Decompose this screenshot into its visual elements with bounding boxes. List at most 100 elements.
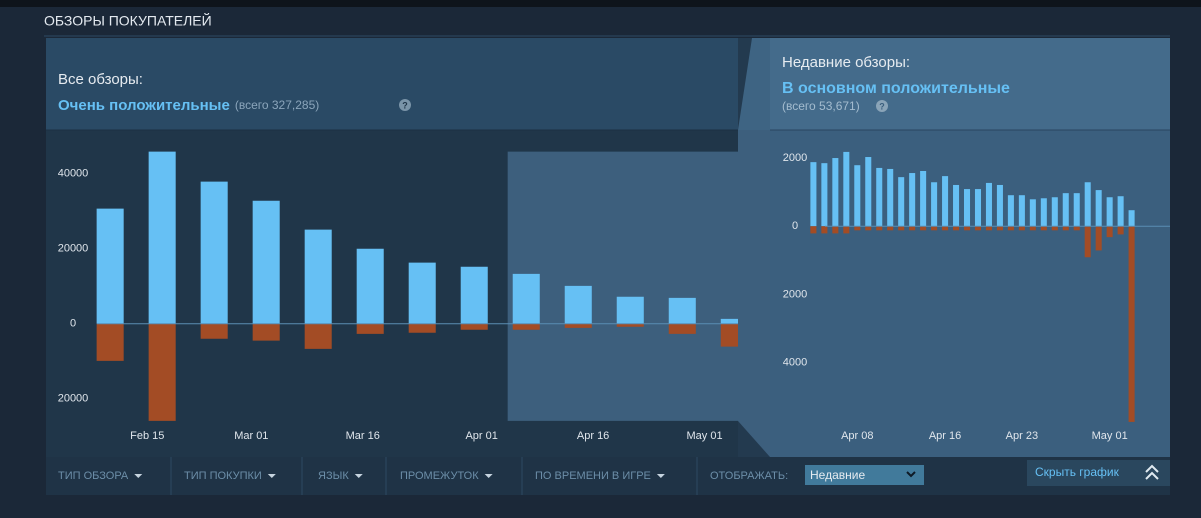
bar [1106,197,1113,227]
x-tick-label: Apr 16 [929,430,961,442]
bar [974,189,982,227]
bar [1051,226,1058,231]
filter-label: ТИП ОБЗОРА [58,470,129,482]
bar [876,226,883,231]
bar [942,226,949,231]
bar [616,323,644,327]
bar [460,323,488,330]
bar [963,226,971,231]
y-tick-label: 0 [70,318,76,330]
filter-arrow [267,474,276,478]
y-tick-label: 20000 [58,393,89,405]
bar [200,323,228,339]
filter-arrow [134,474,143,478]
y-tick-label: 4000 [783,356,807,368]
bar [1062,226,1069,231]
bar [148,323,176,421]
bar [356,323,384,334]
bar [843,226,850,234]
x-tick-label: Apr 08 [841,430,873,442]
bar [1128,226,1135,422]
bar [1051,197,1058,227]
bar [1084,182,1091,227]
y-tick-label: 0 [792,220,798,232]
bar [96,208,124,324]
y-tick-label: 20000 [58,243,89,255]
bar [1128,210,1135,227]
all-summary [46,38,738,130]
y-tick-label: 2000 [783,152,807,164]
bar [1018,195,1025,227]
bar [810,226,817,234]
y-tick-label: 40000 [58,168,89,180]
total: (всего 327,285) [235,98,319,112]
rating: Очень положительные [58,97,230,114]
recent-label: Недавние обзоры: [782,54,910,71]
bar [1117,196,1124,227]
help-icon[interactable] [399,99,411,111]
bar [821,226,828,234]
bar [920,171,927,227]
bar [616,296,644,324]
recent-rating: В основном положительные [782,80,1010,97]
filter-label: ТИП ПОКУПКИ [184,470,262,482]
bar [821,163,828,227]
bar [252,200,280,324]
bar [1018,226,1025,231]
recent-summary [770,38,1170,130]
bar [720,323,738,347]
filter-arrow [656,474,665,478]
bar [876,167,883,227]
section-title: ОБЗОРЫ ПОКУПАТЕЛЕЙ [44,12,212,29]
bar [1007,195,1014,227]
help-icon[interactable] [876,100,888,112]
bar [963,189,971,227]
bar [408,323,436,333]
bar [512,273,540,324]
filter-arrow [354,474,363,478]
bar [564,285,592,324]
highlight-range [507,151,738,421]
bar [1073,226,1080,231]
bar [1117,226,1124,235]
bar [953,184,960,227]
chart [96,151,738,421]
filter-arrow [484,474,493,478]
bar [920,226,927,231]
y-tick-label: 2000 [783,288,807,300]
bar [996,184,1003,227]
display-value: Недавние [810,468,865,482]
bar [953,226,960,231]
bar [832,158,839,227]
bar [356,248,384,324]
x-tick-label: Apr 16 [577,430,609,442]
x-tick-label: Apr 23 [1006,430,1038,442]
bar [460,266,488,324]
connector-wedge [738,38,770,130]
bar [832,226,839,234]
toggle-button[interactable] [1027,460,1170,486]
bar [887,226,894,231]
x-tick-label: Feb 15 [130,430,164,442]
chart-labels: 2000 0 2000 4000 Apr 08 Apr 16 Apr 23 May 01 [783,152,1128,442]
bar [909,173,916,227]
toggle-text: Скрыть график [1035,465,1120,479]
filter-label: ЯЗЫК [318,470,349,482]
bar [512,323,540,330]
display-select[interactable] [805,465,924,485]
top-strip [0,0,1201,7]
bar [720,318,738,324]
bar [974,226,982,231]
bar [898,226,905,231]
display-label: ОТОБРАЖАТЬ: [710,470,788,482]
help-text: ? [402,100,408,110]
bar [668,297,696,324]
bar [200,181,228,324]
select-arrow [906,471,916,478]
bar [1084,226,1091,258]
chart-labels: 40000 20000 0 20000 Feb 15 Mar 01 Mar 16 Apr 01… [58,168,723,442]
bar [564,323,592,328]
toggle-icon [1145,464,1159,480]
bar [668,323,696,334]
